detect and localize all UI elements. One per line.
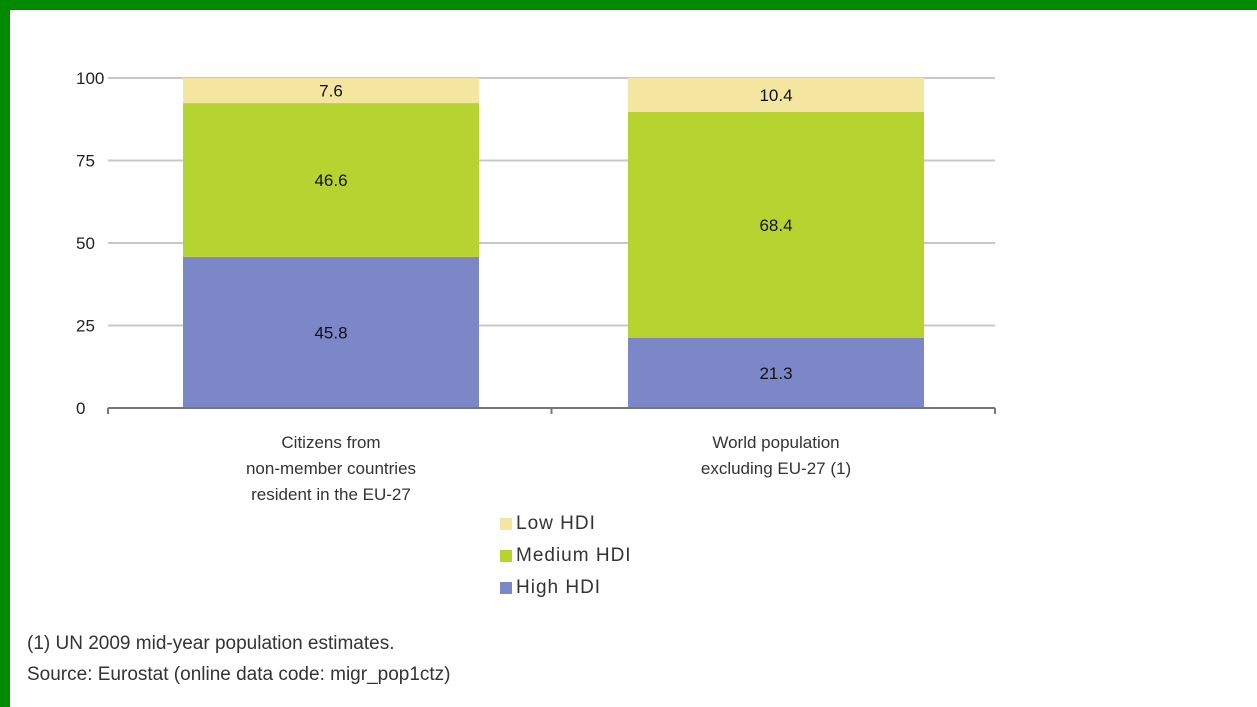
x-category-label-1: Citizens from non-member countries residen… [246, 433, 416, 504]
x-category-label-line: excluding EU-27 (1) [701, 459, 851, 478]
x-category-label-line: Citizens from [281, 433, 380, 452]
bar-medium-hdi-2 [628, 111, 924, 338]
legend-swatch-low-hdi [500, 518, 512, 530]
footnote-text: (1) UN 2009 mid-year population estimate… [27, 633, 395, 654]
bar-low-hdi-2 [628, 77, 924, 112]
data-label-high-hdi-1: 45.8 [314, 323, 347, 342]
legend-label-low-hdi: Low HDI [516, 513, 596, 534]
y-tick-label-75: 75 [76, 152, 95, 171]
bar-high-hdi-1 [183, 256, 479, 408]
bar-low-hdi-1 [183, 78, 479, 104]
chart-frame: 0 25 50 75 100 45.8 46.6 7.6 21.3 68.4 10.4 Citizen… [10, 10, 1257, 707]
data-label-high-hdi-2: 21.3 [759, 364, 792, 383]
legend-label-high-hdi: High HDI [516, 577, 602, 598]
y-tick-label-100: 100 [76, 69, 104, 88]
legend-swatch-high-hdi [500, 582, 512, 594]
chart-notes: (1) UN 2009 mid-year population estimate… [27, 628, 451, 690]
data-label-medium-hdi-2: 68.4 [759, 216, 792, 235]
bar-high-hdi-2 [628, 337, 924, 408]
legend-swatch-medium-hdi [500, 550, 512, 562]
x-category-label-line: World population [712, 433, 839, 452]
x-category-label-line: non-member countries [246, 459, 416, 478]
legend-label-medium-hdi: Medium HDI [516, 545, 632, 566]
x-category-label-line: resident in the EU-27 [251, 485, 411, 504]
bar-medium-hdi-1 [183, 103, 479, 257]
legend-item-medium-hdi: Medium HDI [500, 540, 632, 572]
chart-legend: Low HDI Medium HDI High HDI [500, 508, 632, 604]
data-label-low-hdi-2: 10.4 [759, 86, 792, 105]
data-label-low-hdi-1: 7.6 [319, 82, 343, 101]
source-text: Source: Eurostat (online data code: migr… [27, 664, 451, 685]
y-tick-label-50: 50 [76, 234, 95, 253]
y-tick-label-25: 25 [76, 317, 95, 336]
legend-item-high-hdi: High HDI [500, 572, 632, 604]
legend-item-low-hdi: Low HDI [500, 508, 632, 540]
data-label-medium-hdi-1: 46.6 [314, 171, 347, 190]
y-tick-label-0: 0 [76, 399, 85, 418]
stacked-bar-chart: 0 25 50 75 100 45.8 46.6 7.6 21.3 68.4 10.4 Citizen… [76, 69, 996, 504]
x-category-label-2: World population excluding EU-27 (1) [701, 433, 851, 478]
